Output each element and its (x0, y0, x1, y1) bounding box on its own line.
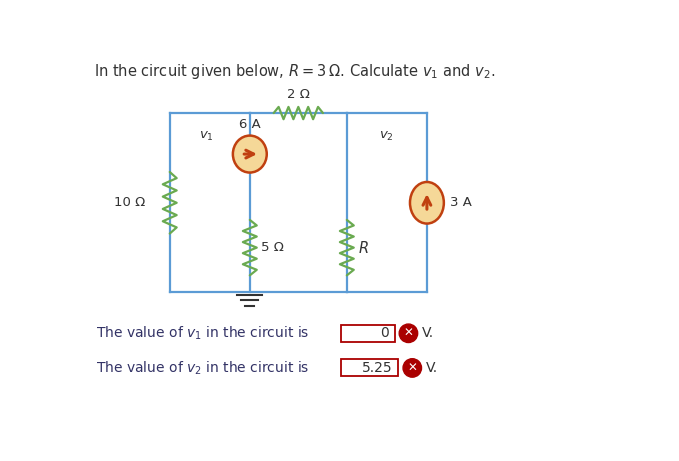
Text: 3 A: 3 A (450, 196, 472, 209)
Text: ✕: ✕ (403, 327, 414, 340)
Text: 5 Ω: 5 Ω (261, 241, 285, 254)
Text: V.: V. (422, 326, 435, 340)
Text: 0: 0 (380, 326, 388, 340)
FancyBboxPatch shape (341, 325, 394, 342)
Text: The value of $v_2$ in the circuit is: The value of $v_2$ in the circuit is (96, 359, 309, 377)
Ellipse shape (410, 182, 444, 224)
Circle shape (403, 359, 422, 377)
Text: $v_1$: $v_1$ (198, 130, 213, 143)
Text: $R$: $R$ (359, 240, 369, 256)
Text: In the circuit given below, $R$ = 3 Ω. Calculate $v_1$ and $v_2$.: In the circuit given below, $R$ = 3 Ω. C… (94, 62, 496, 81)
Text: 2 Ω: 2 Ω (287, 88, 310, 101)
Text: The value of $v_1$ in the circuit is: The value of $v_1$ in the circuit is (96, 325, 309, 342)
Text: 6 A: 6 A (239, 118, 261, 131)
Text: 5.25: 5.25 (362, 361, 392, 375)
Text: V.: V. (426, 361, 438, 375)
Text: ✕: ✕ (407, 361, 417, 374)
Text: 10 Ω: 10 Ω (114, 196, 145, 209)
Text: $v_2$: $v_2$ (380, 130, 394, 143)
Ellipse shape (233, 136, 267, 172)
Circle shape (399, 324, 418, 343)
FancyBboxPatch shape (341, 360, 399, 377)
